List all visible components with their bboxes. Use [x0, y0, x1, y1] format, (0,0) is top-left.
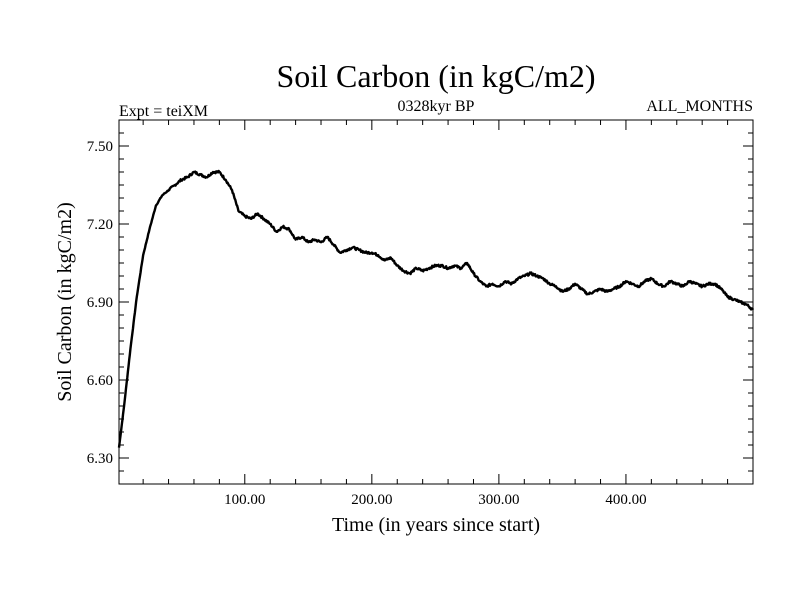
y-tick-label: 6.90 [87, 295, 113, 311]
x-tick-labels: 100.00 200.00 300.00 400.00 [224, 492, 646, 508]
y-axis-label: Soil Carbon (in kgC/m2) [54, 202, 76, 401]
subtitle-center: 0328kyr BP [398, 98, 475, 115]
series-line-soil-carbon [117, 169, 755, 448]
x-tick-label: 300.00 [478, 492, 519, 508]
y-tick-label: 6.60 [87, 373, 113, 389]
subtitle-left: Expt = teiXM [119, 103, 208, 120]
axis-ticks [119, 119, 753, 485]
plot-frame [118, 119, 754, 485]
x-axis-label: Time (in years since start) [332, 514, 540, 536]
chart-title: Soil Carbon (in kgC/m2) [276, 58, 595, 94]
y-tick-label: 6.30 [87, 451, 113, 467]
x-tick-label: 200.00 [351, 492, 392, 508]
x-tick-label: 100.00 [224, 492, 265, 508]
y-tick-label: 7.50 [87, 139, 113, 155]
y-tick-labels: 6.30 6.60 6.90 7.20 7.50 [87, 139, 113, 467]
x-tick-label: 400.00 [605, 492, 646, 508]
subtitle-right: ALL_MONTHS [646, 98, 753, 115]
y-tick-label: 7.20 [87, 217, 113, 233]
